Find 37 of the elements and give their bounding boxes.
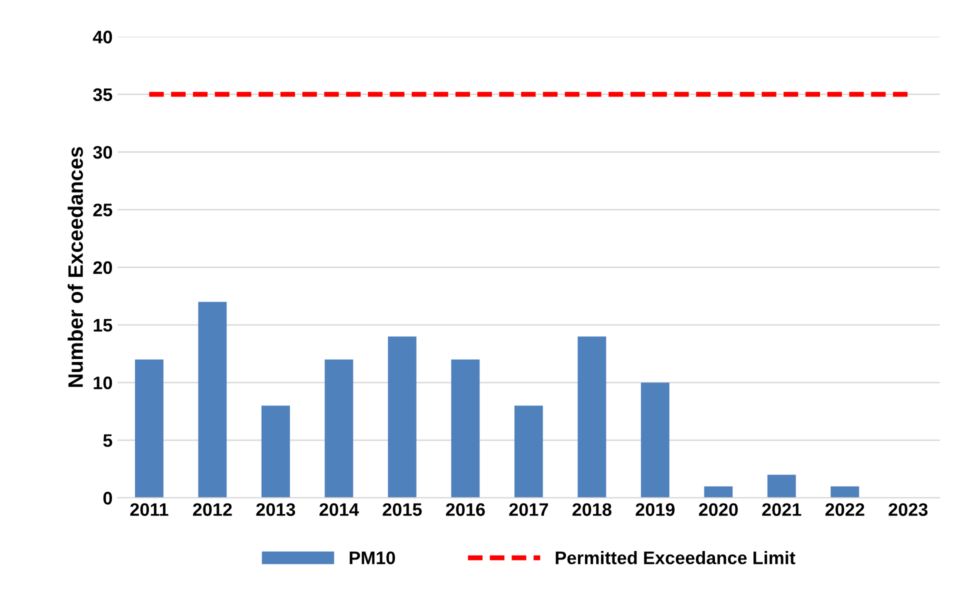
x-tick-label: 2016 xyxy=(446,503,485,516)
bar xyxy=(640,382,670,498)
bar xyxy=(388,336,416,498)
bar xyxy=(830,486,860,498)
bar xyxy=(261,406,290,498)
x-tick-label: 2018 xyxy=(572,503,612,516)
y-tick-label: 15 xyxy=(94,319,112,332)
x-tick-label: 2014 xyxy=(319,503,359,516)
bar xyxy=(514,406,543,498)
y-tick-label: 25 xyxy=(93,204,112,216)
x-tick-label: 2022 xyxy=(825,503,864,516)
x-tick-label: 2011 xyxy=(130,503,168,516)
bar xyxy=(451,360,480,498)
bar xyxy=(198,302,227,498)
bar xyxy=(324,360,354,498)
legend-label: PM10 xyxy=(350,551,395,564)
x-tick-label: 2015 xyxy=(382,503,422,516)
bar xyxy=(134,360,164,498)
bar xyxy=(578,336,606,498)
x-tick-label: 2013 xyxy=(256,503,296,516)
bar xyxy=(704,486,733,498)
x-tick-label: 2023 xyxy=(888,503,928,516)
x-tick-label: 2020 xyxy=(698,503,738,516)
bar xyxy=(767,474,796,498)
x-tick-label: 2012 xyxy=(193,503,232,516)
x-tick-label: 2021 xyxy=(762,503,802,516)
x-tick-label: 2017 xyxy=(509,503,548,516)
y-tick-label: 10 xyxy=(94,376,112,390)
y-tick-label: 35 xyxy=(93,88,112,102)
y-tick-label: 0 xyxy=(103,492,112,505)
y-tick-label: 40 xyxy=(92,30,112,44)
y-axis-title: Number of Exceedances xyxy=(68,147,83,387)
y-tick-label: 5 xyxy=(103,434,112,447)
y-tick-label: 30 xyxy=(93,146,112,159)
legend-label: Permitted Exceedance Limit xyxy=(556,550,796,564)
y-tick-label: 20 xyxy=(93,261,112,274)
x-tick-label: 2019 xyxy=(636,503,675,516)
